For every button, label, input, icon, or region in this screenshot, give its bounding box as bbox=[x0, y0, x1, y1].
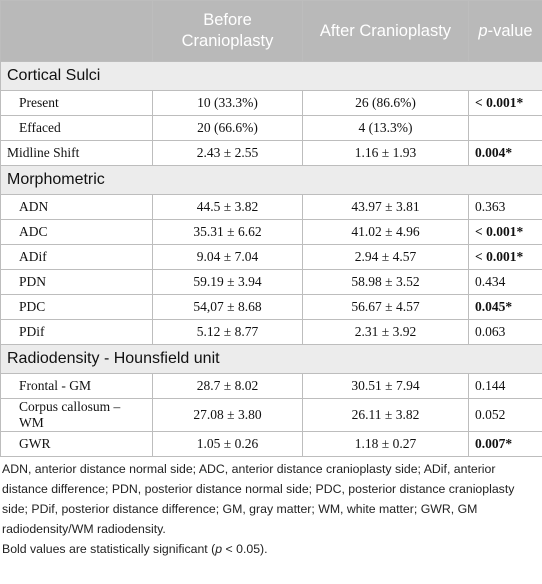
data-row: Present 10 (33.3%) 26 (86.6%) < 0.001* bbox=[0, 90, 542, 116]
header-italic: p bbox=[478, 21, 488, 40]
after-value: 56.67 ± 4.57 bbox=[302, 294, 469, 320]
data-row: Corpus callosum – WM 27.08 ± 3.80 26.11 ± … bbox=[0, 398, 542, 432]
after-value: 1.16 ± 1.93 bbox=[302, 140, 469, 166]
note-text: Bold values are statistically significan… bbox=[2, 542, 216, 556]
p-value: 0.144 bbox=[468, 373, 542, 399]
section-row: Morphometric bbox=[0, 165, 542, 195]
header-row: Before Cranioplasty After Cranioplasty p… bbox=[0, 0, 542, 62]
data-row: PDif 5.12 ± 8.77 2.31 ± 3.92 0.063 bbox=[0, 319, 542, 345]
before-value: 44.5 ± 3.82 bbox=[152, 194, 303, 220]
data-row: ADN 44.5 ± 3.82 43.97 ± 3.81 0.363 bbox=[0, 194, 542, 220]
p-value: < 0.001* bbox=[468, 90, 542, 116]
before-value: 59.19 ± 3.94 bbox=[152, 269, 303, 295]
p-value: 0.052 bbox=[468, 398, 542, 432]
p-value: 0.004* bbox=[468, 140, 542, 166]
before-value: 10 (33.3%) bbox=[152, 90, 303, 116]
data-row: Frontal - GM 28.7 ± 8.02 30.51 ± 7.94 0.144 bbox=[0, 373, 542, 399]
after-value: 1.18 ± 0.27 bbox=[302, 431, 469, 457]
note: Bold values are statistically significan… bbox=[2, 539, 540, 559]
data-row: Effaced 20 (66.6%) 4 (13.3%) bbox=[0, 115, 542, 141]
data-row: GWR 1.05 ± 0.26 1.18 ± 0.27 0.007* bbox=[0, 431, 542, 457]
before-value: 1.05 ± 0.26 bbox=[152, 431, 303, 457]
row-label: GWR bbox=[0, 431, 153, 457]
before-value: 5.12 ± 8.77 bbox=[152, 319, 303, 345]
row-label: Frontal - GM bbox=[0, 373, 153, 399]
table-body: Cortical Sulci Present 10 (33.3%) 26 (86.6%… bbox=[0, 61, 542, 457]
section-row: Cortical Sulci bbox=[0, 61, 542, 91]
row-label: Corpus callosum – WM bbox=[0, 398, 153, 432]
header-cell: p-value bbox=[468, 0, 542, 62]
footnote: ADN, anterior distance normal side; ADC,… bbox=[0, 457, 542, 559]
p-value bbox=[468, 115, 542, 141]
after-value: 2.94 ± 4.57 bbox=[302, 244, 469, 270]
row-label: ADN bbox=[0, 194, 153, 220]
p-value: 0.434 bbox=[468, 269, 542, 295]
after-value: 30.51 ± 7.94 bbox=[302, 373, 469, 399]
data-table: Before Cranioplasty After Cranioplasty p… bbox=[0, 0, 542, 457]
after-value: 43.97 ± 3.81 bbox=[302, 194, 469, 220]
before-value: 35.31 ± 6.62 bbox=[152, 219, 303, 245]
data-row: Midline Shift 2.43 ± 2.55 1.16 ± 1.93 0.004… bbox=[0, 140, 542, 166]
p-value: 0.063 bbox=[468, 319, 542, 345]
before-value: 28.7 ± 8.02 bbox=[152, 373, 303, 399]
header-cell: Before Cranioplasty bbox=[152, 0, 303, 62]
p-value: 0.045* bbox=[468, 294, 542, 320]
after-value: 26.11 ± 3.82 bbox=[302, 398, 469, 432]
row-label: ADif bbox=[0, 244, 153, 270]
section-title: Radiodensity - Hounsfield unit bbox=[0, 344, 542, 374]
data-row: ADif 9.04 ± 7.04 2.94 ± 4.57 < 0.001* bbox=[0, 244, 542, 270]
p-value: 0.007* bbox=[468, 431, 542, 457]
data-row: PDC 54,07 ± 8.68 56.67 ± 4.57 0.045* bbox=[0, 294, 542, 320]
row-label: ADC bbox=[0, 219, 153, 245]
header-text: -value bbox=[487, 21, 533, 40]
section-title: Morphometric bbox=[0, 165, 542, 195]
before-value: 2.43 ± 2.55 bbox=[152, 140, 303, 166]
p-value: 0.363 bbox=[468, 194, 542, 220]
before-value: 27.08 ± 3.80 bbox=[152, 398, 303, 432]
abbreviations: ADN, anterior distance normal side; ADC,… bbox=[2, 462, 515, 536]
note-italic: p bbox=[215, 542, 223, 556]
after-value: 41.02 ± 4.96 bbox=[302, 219, 469, 245]
after-value: 26 (86.6%) bbox=[302, 90, 469, 116]
data-row: PDN 59.19 ± 3.94 58.98 ± 3.52 0.434 bbox=[0, 269, 542, 295]
header-cell: After Cranioplasty bbox=[302, 0, 469, 62]
row-label: PDC bbox=[0, 294, 153, 320]
p-value: < 0.001* bbox=[468, 219, 542, 245]
section-row: Radiodensity - Hounsfield unit bbox=[0, 344, 542, 374]
section-title: Cortical Sulci bbox=[0, 61, 542, 91]
after-value: 2.31 ± 3.92 bbox=[302, 319, 469, 345]
before-value: 9.04 ± 7.04 bbox=[152, 244, 303, 270]
before-value: 54,07 ± 8.68 bbox=[152, 294, 303, 320]
note-text: < 0.05). bbox=[222, 542, 268, 556]
after-value: 58.98 ± 3.52 bbox=[302, 269, 469, 295]
p-value: < 0.001* bbox=[468, 244, 542, 270]
row-label: PDN bbox=[0, 269, 153, 295]
after-value: 4 (13.3%) bbox=[302, 115, 469, 141]
row-label: Effaced bbox=[0, 115, 153, 141]
row-label: PDif bbox=[0, 319, 153, 345]
before-value: 20 (66.6%) bbox=[152, 115, 303, 141]
header-cell bbox=[0, 0, 153, 62]
row-label: Present bbox=[0, 90, 153, 116]
row-label: Midline Shift bbox=[0, 140, 153, 166]
data-row: ADC 35.31 ± 6.62 41.02 ± 4.96 < 0.001* bbox=[0, 219, 542, 245]
